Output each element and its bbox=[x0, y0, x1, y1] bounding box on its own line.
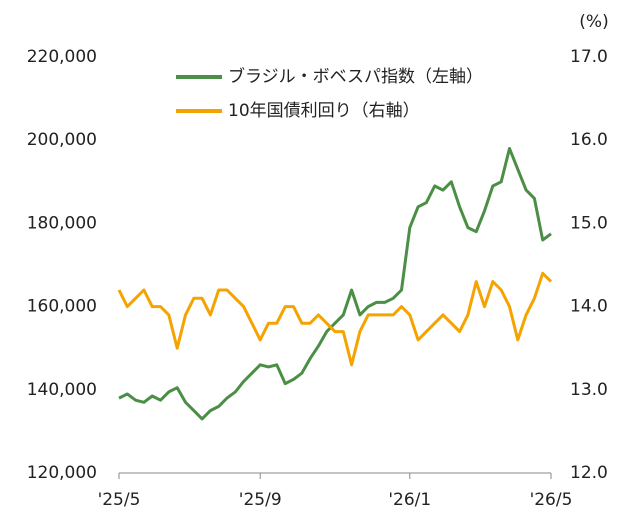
y-tick-label: 220,000 bbox=[27, 47, 97, 67]
y2-tick-label: 14.0 bbox=[570, 297, 608, 317]
series-line bbox=[117, 271, 553, 367]
legend-label: ブラジル・ボベスパ指数（左軸） bbox=[228, 66, 483, 87]
x-tick-label: '25/5 bbox=[98, 490, 141, 510]
legend-label: 10年国債利回り（右軸） bbox=[228, 101, 420, 121]
x-tick-label: '26/1 bbox=[388, 490, 431, 510]
y-tick-label: 180,000 bbox=[27, 213, 97, 233]
x-tick-label: '25/9 bbox=[239, 490, 282, 510]
y2-unit: (%) bbox=[579, 12, 608, 32]
series-line bbox=[118, 147, 552, 421]
y-tick-label: 140,000 bbox=[27, 380, 97, 400]
y2-tick-label: 13.0 bbox=[570, 380, 608, 400]
y-tick-label: 120,000 bbox=[27, 463, 97, 483]
y2-tick-label: 15.0 bbox=[570, 213, 608, 233]
y2-tick-label: 12.0 bbox=[570, 463, 608, 483]
y-tick-label: 160,000 bbox=[27, 297, 97, 317]
y2-tick-label: 17.0 bbox=[570, 47, 608, 67]
y-tick-label: 200,000 bbox=[27, 130, 97, 150]
y2-tick-label: 16.0 bbox=[570, 130, 608, 150]
x-tick-label: '26/5 bbox=[530, 490, 573, 510]
